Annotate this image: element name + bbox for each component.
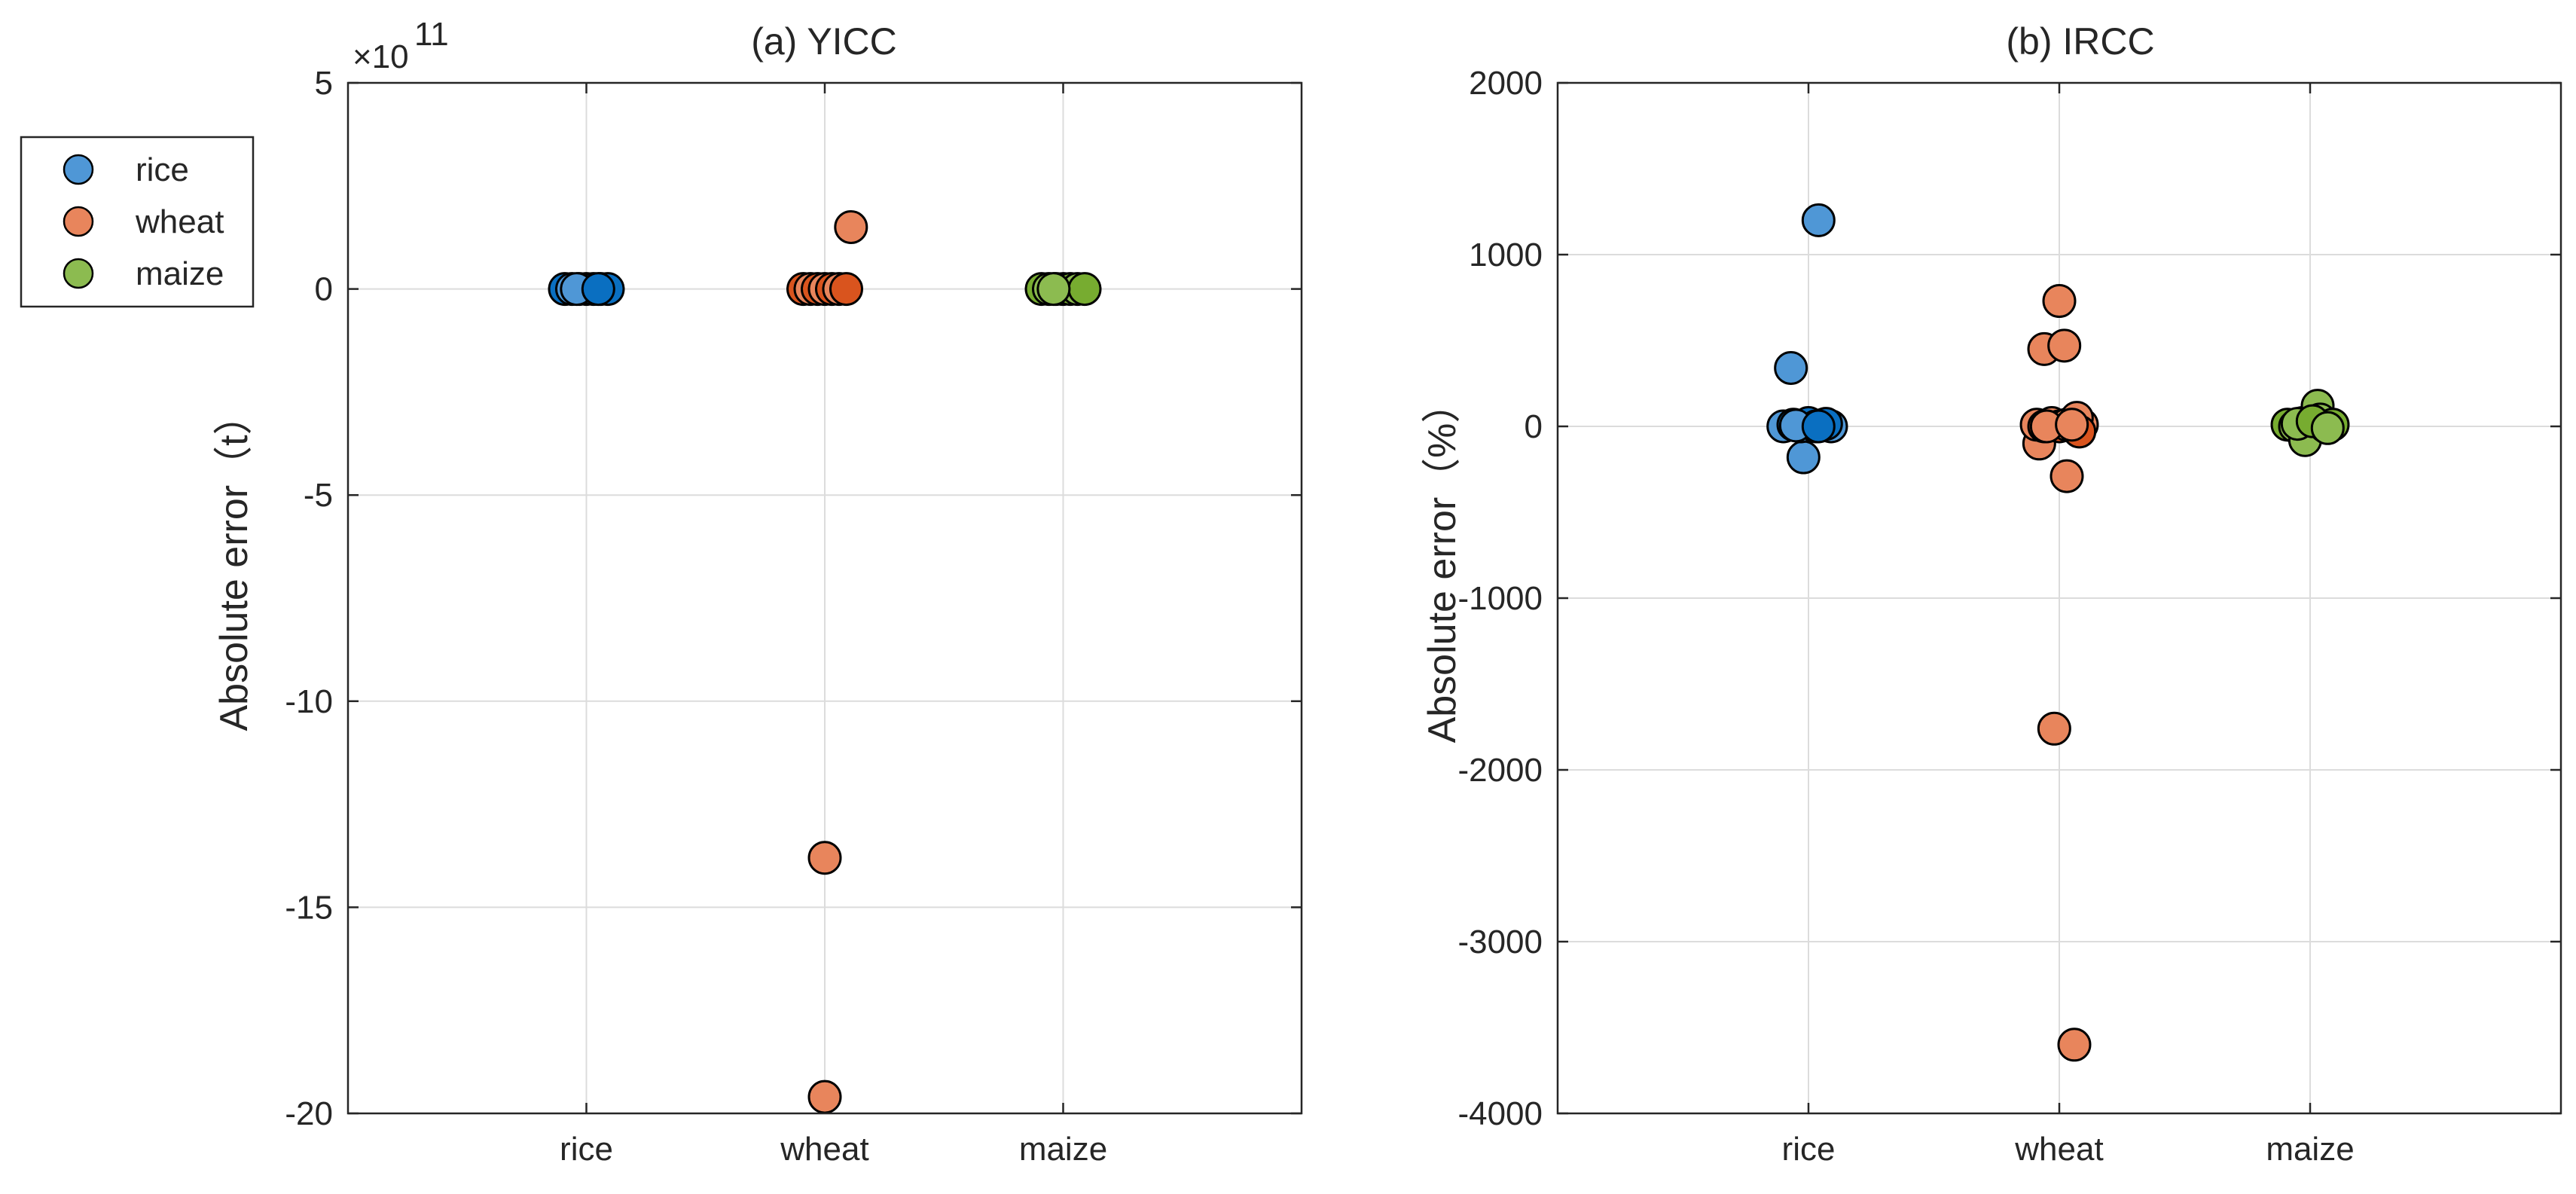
panel-b-ytick-label: 0 (1525, 408, 1543, 445)
panel-a-xtick-label-wheat: wheat (780, 1131, 868, 1168)
panel-a-grid (348, 82, 1302, 1114)
legend-entry-wheat: wheat (63, 203, 224, 240)
panel-b-ircc: (b) IRCC Absolute error（%） 2000 1000 0 -100… (1421, 20, 2562, 1168)
legend-marker-maize (63, 258, 94, 289)
legend-marker-wheat (63, 206, 94, 237)
panel-a-point-rice (581, 272, 615, 307)
panel-a-point-wheat (829, 272, 863, 307)
panel-a-xtick-label-maize: maize (1019, 1131, 1107, 1168)
panel-b-ytick-label: -2000 (1457, 752, 1543, 789)
panel-a-multiplier: ×10 11 (353, 16, 449, 75)
panel-b-point-wheat (2050, 459, 2084, 493)
legend-entry-rice: rice (63, 151, 189, 188)
panel-b-point-wheat (2057, 1028, 2092, 1062)
panel-a-multiplier-exponent: 11 (414, 16, 449, 53)
panel-a-point-wheat (834, 210, 868, 245)
panel-b-point-wheat (2042, 284, 2077, 319)
panel-b-point-wheat (2037, 711, 2071, 746)
panel-b-axes-box (1556, 81, 2562, 1115)
panel-a-ytick-label: -15 (285, 889, 333, 926)
panel-b-ytick-label: 1000 (1469, 237, 1543, 273)
panel-b-xtick-label-wheat: wheat (2014, 1131, 2103, 1168)
legend-box (20, 136, 255, 308)
panel-a-ytick-label: -10 (285, 683, 333, 720)
panel-a-point-wheat (807, 841, 842, 875)
panel-b-ylabel: Absolute error（%） (1421, 384, 1464, 744)
panel-b-xtick-label-maize: maize (2266, 1131, 2354, 1168)
panel-b-xtick-label-rice: rice (1782, 1131, 1836, 1168)
panel-a-xtick-label-rice: rice (560, 1131, 613, 1168)
legend: rice wheat maize (20, 136, 255, 308)
panel-a-ytick-label: -20 (285, 1095, 333, 1132)
panel-a-ytick-label: -5 (304, 477, 333, 514)
panel-b-title: (b) IRCC (2006, 20, 2154, 63)
panel-b-yticks: 2000 1000 0 -1000 -2000 -3000 -4000 (1457, 65, 2561, 1132)
panel-b-point-rice (1801, 203, 1836, 237)
panel-a-xticks: rice wheat maize (560, 83, 1107, 1168)
panel-a-yicc: (a) YICC ×10 11 Absolute error（t） 5 0 -5 -1… (212, 16, 1303, 1168)
panel-b-ytick-label: -4000 (1457, 1095, 1543, 1132)
panel-a-multiplier-base: ×10 (353, 38, 409, 75)
panel-a-point-wheat (807, 1079, 842, 1114)
panel-b-points (1766, 203, 2350, 1062)
panel-b-ytick-label: -3000 (1457, 924, 1543, 960)
legend-marker-rice (63, 154, 94, 185)
panel-a-ytick-label: 0 (315, 271, 333, 308)
legend-label-maize: maize (136, 255, 224, 292)
panel-b-grid (1558, 82, 2561, 1114)
panel-a-ytick-label: 5 (315, 65, 333, 102)
legend-label-rice: rice (136, 151, 189, 188)
panel-a-yticks: 5 0 -5 -10 -15 -20 (285, 65, 1302, 1132)
panel-a-point-maize (1067, 272, 1102, 307)
panel-a-title: (a) YICC (751, 20, 897, 63)
panel-b-ytick-label: -1000 (1457, 580, 1543, 617)
panel-a-point-maize (1036, 272, 1071, 307)
panel-b-point-wheat (2055, 408, 2089, 442)
panel-b-point-wheat (2047, 328, 2082, 363)
panel-b-point-rice (1786, 440, 1821, 475)
legend-entry-maize: maize (63, 255, 224, 292)
panel-a-points (548, 210, 1102, 1114)
panel-a-axes-box (346, 81, 1303, 1115)
legend-label-wheat: wheat (135, 203, 224, 240)
panel-b-xticks: rice wheat maize (1782, 83, 2355, 1168)
panel-a-ylabel: Absolute error（t） (212, 395, 256, 731)
panel-b-point-rice (1801, 409, 1836, 444)
panel-b-point-maize (2310, 411, 2345, 445)
panel-b-ytick-label: 2000 (1469, 65, 1543, 102)
panel-b-point-rice (1774, 350, 1808, 385)
